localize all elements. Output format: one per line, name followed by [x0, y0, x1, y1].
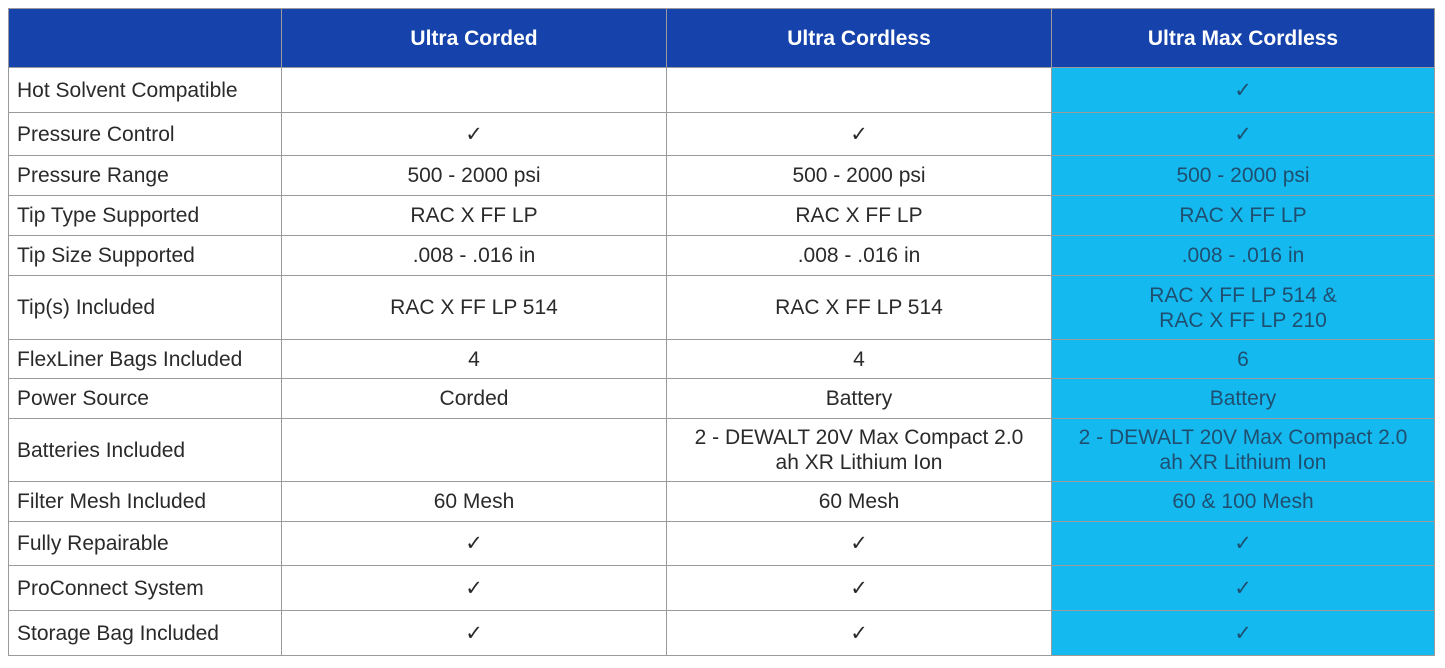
table-cell: RAC X FF LP: [1051, 195, 1435, 236]
table-row: Storage Bag Included ✓ ✓ ✓: [8, 610, 1435, 656]
cell-line: 2 - DEWALT 20V Max Compact 2.0: [694, 426, 1024, 449]
table-cell: [281, 418, 667, 482]
cell-line: 2 - DEWALT 20V Max Compact 2.0: [1078, 426, 1408, 449]
table-cell: ✓: [666, 610, 1052, 656]
table-cell: 2 - DEWALT 20V Max Compact 2.0 ah XR Lith…: [666, 418, 1052, 482]
table-cell: [666, 67, 1052, 113]
row-label: Hot Solvent Compatible: [8, 67, 282, 113]
table-cell: Corded: [281, 378, 667, 419]
column-header: Ultra Corded: [281, 8, 667, 68]
row-label: Filter Mesh Included: [8, 481, 282, 522]
table-cell: RAC X FF LP: [666, 195, 1052, 236]
column-header: Ultra Cordless: [666, 8, 1052, 68]
corner-cell: [8, 8, 282, 68]
table-row: Filter Mesh Included 60 Mesh 60 Mesh 60 & 1…: [8, 481, 1435, 522]
cell-line: ah XR Lithium Ion: [1159, 451, 1327, 474]
comparison-table: Ultra Corded Ultra Cordless Ultra Max Cord…: [8, 8, 1435, 656]
table-cell: 4: [281, 339, 667, 379]
table-cell: 500 - 2000 psi: [1051, 155, 1435, 196]
table-row: FlexLiner Bags Included 4 4 6: [8, 339, 1435, 379]
table-row: Tip(s) Included RAC X FF LP 514 RAC X FF L…: [8, 275, 1435, 340]
row-label: Pressure Range: [8, 155, 282, 196]
table-cell: 6: [1051, 339, 1435, 379]
table-cell: 60 & 100 Mesh: [1051, 481, 1435, 522]
table-cell: RAC X FF LP 514: [281, 275, 667, 340]
row-label: Tip Size Supported: [8, 235, 282, 276]
table-cell: ✓: [1051, 67, 1435, 113]
row-label: Storage Bag Included: [8, 610, 282, 656]
table-cell: ✓: [1051, 521, 1435, 566]
table-cell: ✓: [1051, 112, 1435, 156]
table-cell: ✓: [1051, 610, 1435, 656]
row-label: ProConnect System: [8, 565, 282, 611]
cell-line: ah XR Lithium Ion: [775, 451, 943, 474]
table-cell: Battery: [1051, 378, 1435, 419]
table-row: Fully Repairable ✓ ✓ ✓: [8, 521, 1435, 566]
table-cell: 500 - 2000 psi: [666, 155, 1052, 196]
row-label: Fully Repairable: [8, 521, 282, 566]
table-cell: 60 Mesh: [281, 481, 667, 522]
table-cell: RAC X FF LP: [281, 195, 667, 236]
row-label: Pressure Control: [8, 112, 282, 156]
table-cell: 2 - DEWALT 20V Max Compact 2.0 ah XR Lith…: [1051, 418, 1435, 482]
table-cell: ✓: [281, 521, 667, 566]
row-label: Tip(s) Included: [8, 275, 282, 340]
column-header: Ultra Max Cordless: [1051, 8, 1435, 68]
row-label: Batteries Included: [8, 418, 282, 482]
cell-line: RAC X FF LP 514 &: [1149, 283, 1337, 307]
table-cell: RAC X FF LP 514: [666, 275, 1052, 340]
table-cell: 60 Mesh: [666, 481, 1052, 522]
table-cell: 4: [666, 339, 1052, 379]
table-cell: ✓: [666, 565, 1052, 611]
table-cell: .008 - .016 in: [1051, 235, 1435, 276]
table-cell: ✓: [281, 565, 667, 611]
table-row: Power Source Corded Battery Battery: [8, 378, 1435, 419]
table-row: Batteries Included 2 - DEWALT 20V Max Com…: [8, 418, 1435, 482]
row-label: Tip Type Supported: [8, 195, 282, 236]
table-cell: ✓: [1051, 565, 1435, 611]
row-label: FlexLiner Bags Included: [8, 339, 282, 379]
table-row: ProConnect System ✓ ✓ ✓: [8, 565, 1435, 611]
table-row: Tip Size Supported .008 - .016 in .008 - .…: [8, 235, 1435, 276]
header-row: Ultra Corded Ultra Cordless Ultra Max Cord…: [8, 8, 1435, 68]
cell-line: RAC X FF LP 210: [1159, 308, 1327, 332]
table-row: Tip Type Supported RAC X FF LP RAC X FF LP…: [8, 195, 1435, 236]
table-row: Pressure Control ✓ ✓ ✓: [8, 112, 1435, 156]
row-label: Power Source: [8, 378, 282, 419]
table-cell: ✓: [281, 112, 667, 156]
table-cell: Battery: [666, 378, 1052, 419]
table-cell: ✓: [666, 521, 1052, 566]
table-row: Pressure Range 500 - 2000 psi 500 - 2000 p…: [8, 155, 1435, 196]
table-cell: [281, 67, 667, 113]
table-cell: .008 - .016 in: [666, 235, 1052, 276]
table-row: Hot Solvent Compatible ✓: [8, 67, 1435, 113]
table-cell: ✓: [281, 610, 667, 656]
table-cell: .008 - .016 in: [281, 235, 667, 276]
table-cell: 500 - 2000 psi: [281, 155, 667, 196]
table-cell: RAC X FF LP 514 & RAC X FF LP 210: [1051, 275, 1435, 340]
table-cell: ✓: [666, 112, 1052, 156]
